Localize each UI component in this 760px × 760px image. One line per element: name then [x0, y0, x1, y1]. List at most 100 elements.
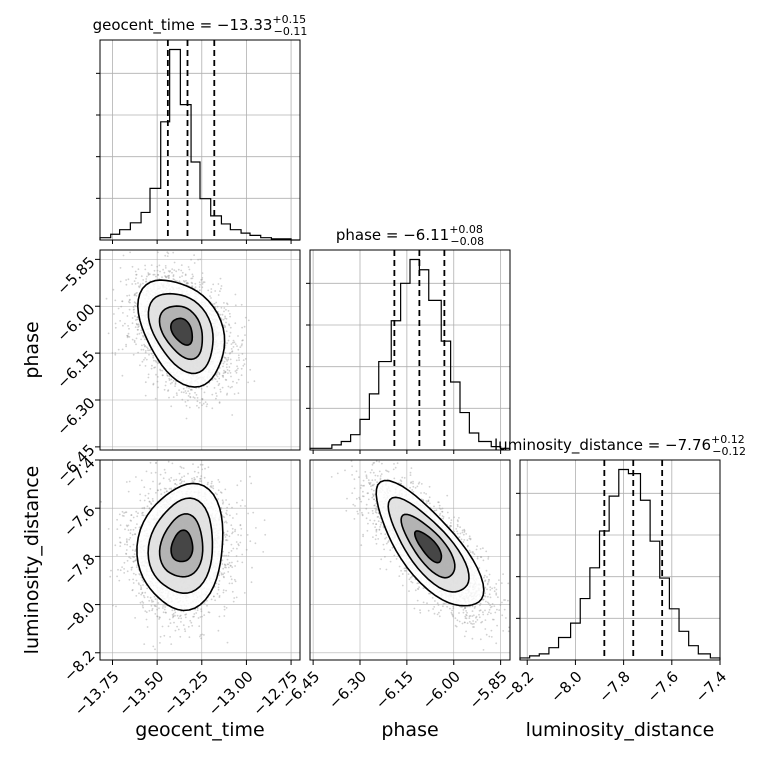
sample-point: [241, 343, 243, 345]
sample-point: [144, 351, 147, 354]
sample-point: [147, 376, 150, 379]
sample-point: [136, 515, 139, 518]
sample-point: [144, 381, 147, 384]
sample-point: [241, 353, 244, 355]
sample-point: [121, 510, 124, 513]
sample-point: [219, 388, 222, 391]
sample-point: [227, 372, 229, 374]
sample-point: [133, 311, 135, 314]
sample-point: [180, 269, 183, 272]
sample-point: [232, 346, 235, 348]
sample-point: [193, 397, 196, 399]
sample-point: [144, 394, 147, 397]
sample-point: [142, 334, 144, 337]
sample-point: [155, 361, 158, 363]
sample-point: [222, 365, 224, 368]
sample-point: [135, 337, 138, 340]
title-main: phase = −6.11: [336, 226, 449, 244]
sample-point: [225, 607, 228, 609]
sample-point: [234, 530, 236, 533]
sample-point: [129, 251, 132, 254]
sample-point: [217, 384, 220, 387]
sample-point: [172, 612, 175, 615]
sample-point: [172, 615, 175, 618]
sample-point: [127, 325, 129, 327]
sample-point: [128, 336, 131, 338]
sample-point: [235, 555, 238, 557]
sample-point: [144, 591, 147, 594]
sample-point: [119, 280, 122, 283]
sample-point: [136, 333, 139, 336]
sample-point: [215, 395, 218, 397]
sample-point: [244, 334, 246, 336]
sample-point: [232, 380, 234, 383]
sample-point: [200, 637, 203, 640]
sample-point: [206, 604, 208, 607]
sample-point: [239, 524, 242, 527]
sample-point: [226, 369, 229, 371]
sample-point: [209, 295, 211, 297]
sample-point: [159, 369, 162, 372]
sample-point: [137, 351, 140, 354]
sample-point: [188, 268, 191, 271]
sample-point: [126, 294, 128, 297]
sample-point: [138, 285, 140, 288]
sample-point: [201, 283, 204, 285]
sample-point: [172, 616, 174, 619]
contour-line: [158, 305, 204, 361]
sample-point: [237, 348, 240, 351]
panel-frame: [519, 459, 721, 661]
sample-point: [198, 286, 201, 288]
sample-point: [241, 499, 244, 502]
sample-point: [214, 378, 217, 380]
sample-point: [144, 365, 147, 367]
sample-point: [157, 274, 160, 276]
sample-point: [224, 488, 227, 491]
sample-point: [164, 254, 167, 257]
sample-point: [110, 569, 112, 572]
sample-point: [185, 279, 187, 282]
sample-point: [225, 366, 228, 369]
sample-point: [152, 356, 155, 359]
sample-point: [150, 472, 153, 474]
sample-point: [200, 480, 202, 482]
sample-point: [162, 607, 164, 609]
sample-point: [149, 232, 151, 234]
sample-point: [193, 262, 196, 264]
sample-point: [237, 367, 239, 370]
sample-point: [161, 369, 164, 372]
sample-point: [216, 371, 219, 373]
sample-point: [183, 280, 186, 283]
sample-point: [215, 397, 217, 400]
sample-point: [112, 288, 115, 291]
sample-point: [210, 598, 213, 601]
joint-panel-phase-vs-geocent_time: [99, 232, 301, 451]
sample-point: [213, 302, 216, 305]
sample-point: [224, 317, 227, 319]
sample-point: [218, 377, 221, 380]
sample-point: [122, 324, 124, 327]
sample-point: [229, 372, 232, 374]
sample-point: [203, 614, 206, 616]
sample-point: [125, 481, 128, 483]
histogram-phase: [309, 258, 511, 450]
sample-point: [136, 328, 139, 331]
sample-point: [132, 582, 135, 584]
sample-point: [136, 316, 139, 319]
sample-point: [226, 363, 228, 366]
sample-point: [235, 382, 238, 384]
sample-point: [135, 273, 138, 276]
sample-point: [177, 268, 180, 271]
title-main: luminosity_distance = −7.76: [494, 436, 711, 455]
sample-point: [213, 387, 216, 389]
sample-point: [184, 390, 187, 392]
sample-point: [230, 362, 232, 365]
sample-point: [227, 358, 230, 361]
sample-point: [139, 364, 141, 367]
sample-point: [155, 373, 157, 376]
sample-point: [134, 319, 137, 321]
sample-point: [218, 615, 221, 618]
sample-point: [109, 575, 112, 578]
sample-point: [230, 348, 233, 350]
sample-point: [144, 610, 147, 612]
